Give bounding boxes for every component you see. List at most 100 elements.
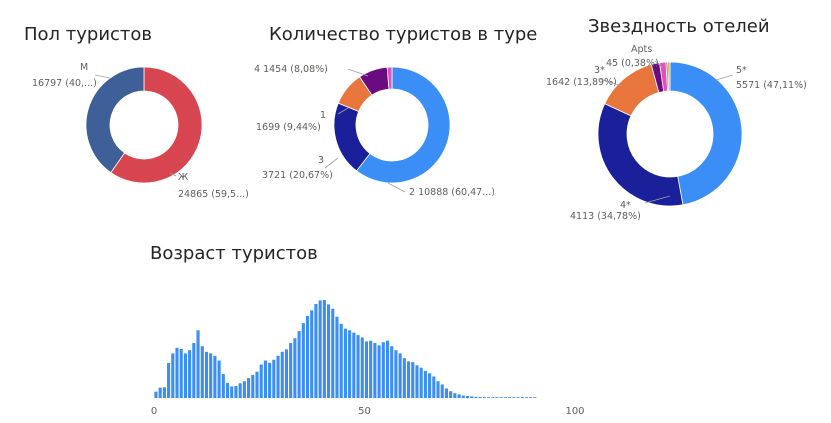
age-bar-27 xyxy=(268,362,272,398)
age-bar-55 xyxy=(385,340,390,398)
age-bar-6 xyxy=(179,349,183,398)
age-bar-40 xyxy=(322,300,326,398)
age-bar-7 xyxy=(183,353,187,398)
stars-slice-name-0: 5* xyxy=(736,65,747,76)
age-bar-78 xyxy=(482,397,486,398)
age-bar-41 xyxy=(327,304,331,398)
age-bar-1 xyxy=(158,387,162,398)
gender-slice-1 xyxy=(85,66,145,174)
age-bar-69 xyxy=(444,388,448,398)
gender-leader-0 xyxy=(169,172,177,177)
stars-slice-name-2: 3* xyxy=(594,65,605,76)
age-bar-48 xyxy=(356,335,360,398)
stars-leader-1 xyxy=(644,195,671,204)
age-bar-88 xyxy=(524,397,528,398)
tour_count-slice-name-2: 1 xyxy=(320,110,326,121)
age-bar-33 xyxy=(293,338,297,398)
age-bar-57 xyxy=(394,350,398,398)
age-chart-title: Возраст туристов xyxy=(150,243,318,264)
age-bar-63 xyxy=(419,367,423,398)
age-bar-15 xyxy=(217,360,221,398)
age-bar-12 xyxy=(204,351,209,398)
age-bar-89 xyxy=(529,397,533,398)
tour_count-slice-0 xyxy=(355,66,451,184)
tour_count-leader-2 xyxy=(337,107,349,115)
age-bar-80 xyxy=(491,397,495,398)
stars-slice-value-5: 45 (0,38%) xyxy=(606,58,659,69)
age-bar-24 xyxy=(255,371,259,398)
tour_count-slice-value-2: 1699 (9,44%) xyxy=(256,122,321,133)
age-bar-64 xyxy=(423,370,427,398)
age-bar-84 xyxy=(508,397,512,398)
age-bar-67 xyxy=(436,381,440,398)
tour_count-leader-0 xyxy=(387,182,406,193)
age-bar-19 xyxy=(234,386,238,398)
stars-slice-value-1: 4113 (34,78%) xyxy=(570,211,641,222)
age-bar-4 xyxy=(171,353,175,398)
stars-chart-title: Звездность отелей xyxy=(588,16,770,37)
age-bar-26 xyxy=(263,360,267,398)
stars-slice-value-0: 5571 (47,11%) xyxy=(736,80,807,91)
age-bar-31 xyxy=(284,349,289,398)
age-bar-16 xyxy=(221,374,225,398)
age-bar-29 xyxy=(276,355,280,398)
stars-slice-6 xyxy=(667,61,671,92)
stars-leader-2 xyxy=(599,78,623,87)
age-bar-36 xyxy=(305,315,310,398)
age-bar-50 xyxy=(364,341,369,398)
age-x-tick-1: 50 xyxy=(358,406,371,417)
age-bar-66 xyxy=(432,376,436,398)
tour-count-chart-title: Количество туристов в туре xyxy=(269,24,538,45)
age-bar-56 xyxy=(390,346,394,398)
tour_count-slice-name-1: 3 xyxy=(318,155,324,166)
tour_count-leader-3 xyxy=(347,68,369,77)
age-bar-68 xyxy=(440,384,444,398)
age-bar-2 xyxy=(162,387,166,398)
gender-slice-value-0: 24865 (59,5...) xyxy=(178,189,249,200)
age-bar-32 xyxy=(289,343,293,398)
age-bar-65 xyxy=(428,373,432,398)
gender-slice-value-1: 16797 (40,...) xyxy=(32,78,97,89)
tour_count-leader-1 xyxy=(324,157,339,169)
age-bar-79 xyxy=(486,397,491,398)
age-bar-35 xyxy=(301,323,305,398)
stars-slice-1 xyxy=(597,103,684,207)
age-bar-85 xyxy=(512,397,516,398)
age-bar-9 xyxy=(192,343,196,398)
stars-leader-0 xyxy=(715,74,734,81)
age-bar-20 xyxy=(238,383,242,398)
stars-leader-5 xyxy=(654,60,664,69)
age-bar-28 xyxy=(272,359,276,398)
age-bar-73 xyxy=(461,395,465,398)
age-bar-43 xyxy=(335,316,339,398)
age-bar-46 xyxy=(348,330,352,398)
age-bar-83 xyxy=(503,397,507,398)
age-x-tick-2: 100 xyxy=(565,406,584,417)
age-bar-53 xyxy=(377,345,381,398)
age-bar-5 xyxy=(175,347,179,398)
age-bar-38 xyxy=(314,303,318,398)
age-bar-45 xyxy=(343,328,347,398)
age-bar-47 xyxy=(352,332,356,398)
age-x-tick-0: 0 xyxy=(151,406,157,417)
gender-chart-title: Пол туристов xyxy=(24,24,153,45)
age-bar-17 xyxy=(225,382,230,398)
stars-slice-name-1: 4* xyxy=(620,200,631,211)
age-bar-10 xyxy=(196,330,200,398)
age-bar-37 xyxy=(310,310,314,398)
age-bar-14 xyxy=(213,355,217,398)
age-bar-42 xyxy=(331,308,335,398)
age-bar-72 xyxy=(457,394,461,398)
tour_count-slice-4 xyxy=(386,66,393,90)
age-bar-30 xyxy=(280,351,284,398)
age-bar-39 xyxy=(318,300,322,398)
tour_count-slice-value-0: 2 10888 (60,47...) xyxy=(409,187,495,198)
age-bar-13 xyxy=(209,353,213,398)
age-bar-21 xyxy=(242,381,246,398)
age-bar-51 xyxy=(369,340,373,398)
age-bar-11 xyxy=(200,346,204,398)
age-bar-18 xyxy=(230,386,234,398)
age-bar-23 xyxy=(251,374,255,398)
age-bar-77 xyxy=(478,397,482,398)
age-bar-82 xyxy=(499,397,503,398)
